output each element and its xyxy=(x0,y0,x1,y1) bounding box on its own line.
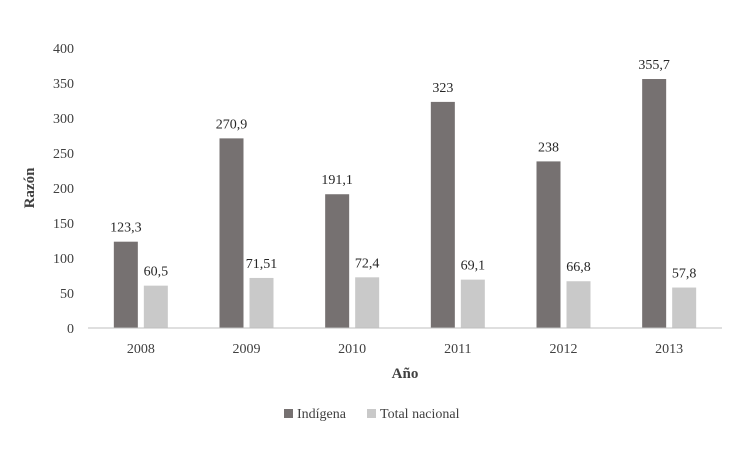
x-tick-label: 2009 xyxy=(233,342,261,357)
x-tick-label: 2013 xyxy=(655,342,683,357)
bar xyxy=(249,277,274,328)
bar xyxy=(430,101,455,329)
data-label: 60,5 xyxy=(144,265,169,280)
legend: Indígena Total nacional xyxy=(284,407,460,422)
bar xyxy=(672,287,697,328)
y-axis: 0 50 100 150 200 250 300 350 400 xyxy=(53,42,74,337)
x-tick-label: 2011 xyxy=(444,342,471,357)
data-label: 57,8 xyxy=(672,267,697,282)
bar xyxy=(219,138,244,328)
data-label: 72,4 xyxy=(355,256,380,271)
x-axis: 2008 2009 2010 2011 2012 2013 xyxy=(127,342,683,357)
bar xyxy=(325,194,350,328)
bar xyxy=(536,161,561,328)
bar xyxy=(566,281,591,328)
bars: 123,3 60,5 270,9 71,51 191,1 72,4 323 69,1 238 66… xyxy=(110,58,697,329)
legend-swatch xyxy=(367,409,376,418)
legend-swatch xyxy=(284,409,293,418)
x-tick-label: 2012 xyxy=(550,342,578,357)
y-tick-label: 350 xyxy=(53,77,74,92)
y-tick-label: 300 xyxy=(53,112,74,127)
bar xyxy=(460,279,485,328)
legend-label: Total nacional xyxy=(380,407,460,422)
y-tick-label: 400 xyxy=(53,42,74,57)
data-label: 323 xyxy=(432,81,453,96)
bar xyxy=(355,277,380,328)
y-tick-label: 0 xyxy=(67,322,74,337)
bar xyxy=(143,285,168,328)
data-label: 66,8 xyxy=(566,260,591,275)
data-label: 238 xyxy=(538,140,559,155)
y-tick-label: 150 xyxy=(53,217,74,232)
data-label: 191,1 xyxy=(321,173,353,188)
y-tick-label: 50 xyxy=(60,287,74,302)
legend-label: Indígena xyxy=(297,407,347,422)
data-label: 71,51 xyxy=(246,257,278,272)
data-label: 355,7 xyxy=(638,58,670,73)
bar xyxy=(642,79,667,328)
x-tick-label: 2010 xyxy=(338,342,366,357)
x-axis-title: Año xyxy=(392,366,419,382)
y-axis-title: Razón xyxy=(22,167,38,208)
x-tick-label: 2008 xyxy=(127,342,155,357)
y-tick-label: 250 xyxy=(53,147,74,162)
data-label: 123,3 xyxy=(110,221,142,236)
y-tick-label: 100 xyxy=(53,252,74,267)
bar xyxy=(113,241,138,328)
y-tick-label: 200 xyxy=(53,182,74,197)
data-label: 270,9 xyxy=(216,117,248,132)
data-label: 69,1 xyxy=(461,259,486,274)
